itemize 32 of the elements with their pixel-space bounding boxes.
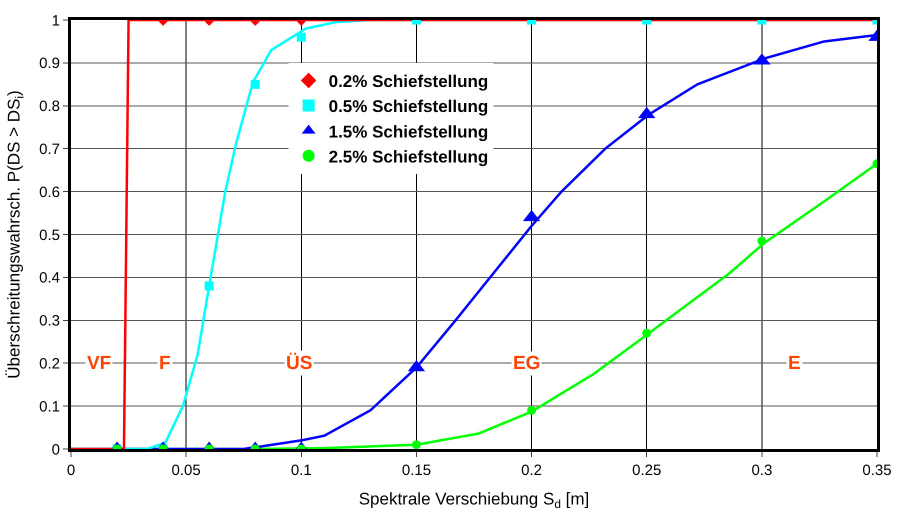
x-tick-label: 0.1: [290, 462, 312, 479]
y-tick-label: 0.9: [39, 55, 60, 72]
x-tick-label: 0.35: [862, 462, 892, 479]
legend-label: 0.2% Schiefstellung: [328, 72, 488, 92]
legend-label: 0.5% Schiefstellung: [328, 97, 488, 116]
annotation: F: [159, 353, 171, 374]
y-tick-label: 0: [52, 441, 60, 458]
x-tick-label: 0.3: [751, 462, 772, 479]
point: [757, 236, 766, 246]
y-tick-label: 0.1: [39, 398, 60, 416]
x-tick-label: 0.05: [172, 462, 201, 479]
x-tick-label: 0.15: [402, 462, 432, 479]
legend-label: 2.5% Schiefstellung: [328, 147, 488, 166]
annotation: E: [788, 353, 801, 374]
y-tick-label: 0.7: [39, 140, 60, 158]
y-tick-label: 0.8: [39, 98, 60, 116]
annotation: EG: [513, 353, 540, 374]
point: [642, 328, 652, 338]
y-tick-label: 1: [52, 12, 60, 30]
y-tick-label: 0.2: [39, 355, 60, 372]
annotation: VF: [87, 353, 112, 374]
y-tick-label: 0.3: [39, 312, 60, 330]
y-tick-label: 0.6: [39, 184, 60, 201]
point: [204, 281, 214, 290]
x-tick-label: 0: [66, 462, 76, 479]
y-tick-label: 0.4: [39, 270, 60, 287]
annotation: ÜS: [286, 352, 312, 374]
x-axis-title: Spektrale Verschiebung S$_{d}$ [m]: [358, 489, 590, 511]
x-tick-label: 0.25: [632, 462, 662, 479]
y-tick-label: 0.5: [39, 226, 60, 244]
x-tick-label: 0.2: [521, 462, 542, 479]
legend-label: 1.5% Schiefstellung: [328, 122, 488, 142]
